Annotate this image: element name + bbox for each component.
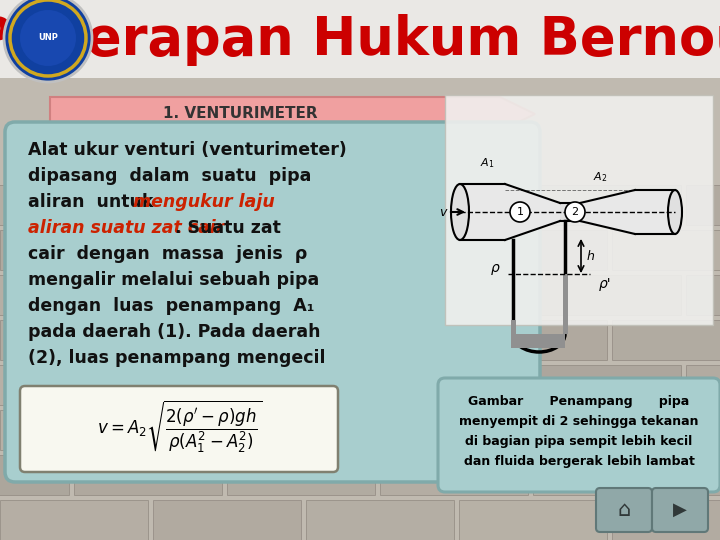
Bar xyxy=(635,190,675,234)
Bar xyxy=(153,320,301,360)
Bar xyxy=(445,95,713,325)
Circle shape xyxy=(4,0,92,82)
Bar xyxy=(459,320,607,360)
Bar xyxy=(0,185,69,225)
Bar xyxy=(0,455,69,495)
Text: mengalir melalui sebuah pipa: mengalir melalui sebuah pipa xyxy=(28,271,319,289)
Bar xyxy=(227,185,375,225)
Bar xyxy=(153,410,301,450)
Text: $A_1$: $A_1$ xyxy=(480,156,494,170)
Text: dipasang  dalam  suatu  pipa: dipasang dalam suatu pipa xyxy=(28,167,311,185)
Bar xyxy=(153,230,301,270)
Text: 2: 2 xyxy=(572,207,579,217)
Bar xyxy=(227,365,375,405)
FancyBboxPatch shape xyxy=(652,488,708,532)
Text: aliran  untuk: aliran untuk xyxy=(28,193,166,211)
Bar xyxy=(460,184,505,240)
Text: h: h xyxy=(587,249,595,262)
Bar xyxy=(686,185,720,225)
Bar xyxy=(612,410,720,450)
Bar xyxy=(533,365,681,405)
Bar xyxy=(560,203,580,221)
Bar xyxy=(563,274,568,334)
Text: aliran suatu zat cair: aliran suatu zat cair xyxy=(28,219,225,237)
Bar xyxy=(0,0,720,78)
FancyBboxPatch shape xyxy=(438,378,720,492)
Bar xyxy=(612,230,720,270)
Bar xyxy=(459,410,607,450)
Bar xyxy=(380,275,528,315)
Bar xyxy=(74,275,222,315)
Text: pada daerah (1). Pada daerah: pada daerah (1). Pada daerah xyxy=(28,323,320,341)
Text: ▶: ▶ xyxy=(673,501,687,519)
Bar xyxy=(612,320,720,360)
Bar xyxy=(0,410,148,450)
Bar xyxy=(511,320,516,348)
Bar xyxy=(306,320,454,360)
Polygon shape xyxy=(580,190,635,234)
Polygon shape xyxy=(50,97,535,131)
Text: dengan  luas  penampang  A₁: dengan luas penampang A₁ xyxy=(28,297,315,315)
Text: menyempit di 2 sehingga tekanan: menyempit di 2 sehingga tekanan xyxy=(459,415,698,429)
Ellipse shape xyxy=(668,190,682,234)
Bar xyxy=(306,230,454,270)
Bar xyxy=(686,455,720,495)
Bar xyxy=(0,500,148,540)
Bar xyxy=(533,275,681,315)
Bar xyxy=(533,455,681,495)
Text: (2), luas penampang mengecil: (2), luas penampang mengecil xyxy=(28,349,325,367)
Bar xyxy=(74,455,222,495)
Text: . Suatu zat: . Suatu zat xyxy=(175,219,281,237)
Text: dan fluida bergerak lebih lambat: dan fluida bergerak lebih lambat xyxy=(464,456,694,469)
Bar xyxy=(0,365,69,405)
Bar xyxy=(380,185,528,225)
Bar xyxy=(459,500,607,540)
Bar xyxy=(74,365,222,405)
Bar xyxy=(74,185,222,225)
Text: 1: 1 xyxy=(516,207,523,217)
Text: UNP: UNP xyxy=(38,33,58,43)
Polygon shape xyxy=(505,184,560,240)
Bar xyxy=(686,275,720,315)
Text: Alat ukur venturi (venturimeter): Alat ukur venturi (venturimeter) xyxy=(28,141,347,159)
Text: cair  dengan  massa  jenis  ρ: cair dengan massa jenis ρ xyxy=(28,245,307,263)
Bar xyxy=(306,500,454,540)
Text: mengukur laju: mengukur laju xyxy=(133,193,275,211)
Bar xyxy=(0,275,69,315)
Bar xyxy=(227,275,375,315)
Text: ρ: ρ xyxy=(490,261,500,275)
Circle shape xyxy=(565,202,585,222)
FancyBboxPatch shape xyxy=(596,488,652,532)
Bar xyxy=(0,320,148,360)
Bar xyxy=(686,365,720,405)
Text: $v=A_2\sqrt{\dfrac{2(\rho^{\prime}-\rho)gh}{\rho(A_1^2-A_2^2)}}$: $v=A_2\sqrt{\dfrac{2(\rho^{\prime}-\rho)… xyxy=(97,399,263,455)
Bar xyxy=(533,185,681,225)
Bar xyxy=(380,365,528,405)
Bar xyxy=(612,500,720,540)
Text: Penerapan Hukum Bernoulli: Penerapan Hukum Bernoulli xyxy=(0,14,720,66)
Text: 1. VENTURIMETER: 1. VENTURIMETER xyxy=(163,106,318,122)
Bar xyxy=(306,410,454,450)
Text: v: v xyxy=(439,206,446,219)
FancyBboxPatch shape xyxy=(20,386,338,472)
Bar xyxy=(227,455,375,495)
Bar xyxy=(380,455,528,495)
Bar xyxy=(459,230,607,270)
Text: Gambar      Penampang      pipa: Gambar Penampang pipa xyxy=(469,395,690,408)
Bar xyxy=(153,500,301,540)
Bar xyxy=(0,230,148,270)
Text: ρ': ρ' xyxy=(599,277,611,291)
Text: $A_2$: $A_2$ xyxy=(593,170,607,184)
Circle shape xyxy=(20,10,76,66)
Text: ⌂: ⌂ xyxy=(617,500,631,520)
FancyBboxPatch shape xyxy=(5,122,540,482)
Bar xyxy=(513,334,565,348)
Text: di bagian pipa sempit lebih kecil: di bagian pipa sempit lebih kecil xyxy=(465,435,693,449)
Ellipse shape xyxy=(451,184,469,240)
Circle shape xyxy=(510,202,530,222)
